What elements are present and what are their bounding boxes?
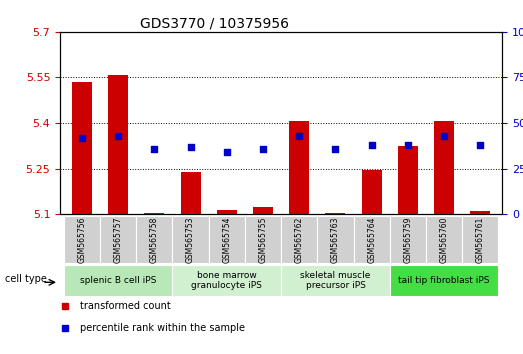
Point	[476, 142, 484, 148]
Text: percentile rank within the sample: percentile rank within the sample	[80, 323, 245, 333]
FancyBboxPatch shape	[390, 216, 426, 263]
Text: GSM565760: GSM565760	[440, 217, 449, 263]
Point	[186, 144, 195, 149]
Text: GDS3770 / 10375956: GDS3770 / 10375956	[140, 17, 289, 31]
Bar	[72, 82, 92, 214]
Text: cell type: cell type	[5, 274, 47, 284]
Text: GSM565763: GSM565763	[331, 217, 340, 263]
Text: splenic B cell iPS: splenic B cell iPS	[80, 276, 156, 285]
Text: GSM565754: GSM565754	[222, 217, 231, 263]
FancyBboxPatch shape	[462, 216, 498, 263]
FancyBboxPatch shape	[390, 266, 498, 296]
Bar	[362, 170, 382, 214]
Bar	[434, 121, 454, 214]
Point	[440, 133, 448, 139]
Bar	[325, 213, 345, 214]
FancyBboxPatch shape	[245, 216, 281, 263]
Text: tail tip fibroblast iPS: tail tip fibroblast iPS	[399, 276, 490, 285]
Bar	[108, 75, 128, 214]
FancyBboxPatch shape	[64, 216, 100, 263]
FancyBboxPatch shape	[317, 216, 354, 263]
Text: GSM565762: GSM565762	[295, 217, 304, 263]
FancyBboxPatch shape	[281, 266, 390, 296]
FancyBboxPatch shape	[426, 216, 462, 263]
Text: GSM565761: GSM565761	[476, 217, 485, 263]
Point	[223, 149, 231, 155]
Point	[150, 146, 158, 152]
FancyBboxPatch shape	[173, 216, 209, 263]
Point	[404, 142, 412, 148]
FancyBboxPatch shape	[354, 216, 390, 263]
FancyBboxPatch shape	[64, 266, 173, 296]
FancyBboxPatch shape	[100, 216, 136, 263]
Bar	[144, 213, 164, 214]
Bar	[289, 121, 309, 214]
Text: skeletal muscle
precursor iPS: skeletal muscle precursor iPS	[300, 271, 371, 290]
Text: GSM565758: GSM565758	[150, 217, 159, 263]
Bar	[470, 211, 490, 214]
Text: GSM565753: GSM565753	[186, 217, 195, 263]
Bar	[398, 146, 418, 214]
Text: GSM565755: GSM565755	[258, 217, 267, 263]
Text: transformed count: transformed count	[80, 301, 171, 311]
Text: GSM565756: GSM565756	[77, 217, 86, 263]
Bar	[217, 210, 237, 214]
FancyBboxPatch shape	[209, 216, 245, 263]
Text: GSM565764: GSM565764	[367, 217, 376, 263]
Point	[114, 133, 122, 139]
FancyBboxPatch shape	[173, 266, 281, 296]
Point	[331, 146, 339, 152]
Text: bone marrow
granulocyte iPS: bone marrow granulocyte iPS	[191, 271, 262, 290]
FancyBboxPatch shape	[281, 216, 317, 263]
Point	[295, 133, 303, 139]
Text: GSM565759: GSM565759	[403, 217, 413, 263]
Bar	[180, 172, 200, 214]
Point	[78, 135, 86, 141]
Bar	[253, 207, 273, 214]
Point	[259, 146, 267, 152]
Text: GSM565757: GSM565757	[113, 217, 122, 263]
FancyBboxPatch shape	[136, 216, 173, 263]
Point	[368, 142, 376, 148]
